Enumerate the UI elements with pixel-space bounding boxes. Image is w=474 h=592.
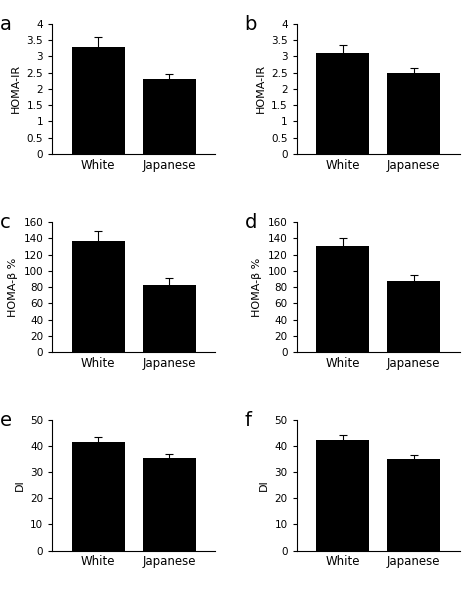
Y-axis label: DI: DI — [14, 480, 25, 491]
Bar — [316, 246, 369, 352]
Text: d: d — [245, 213, 257, 232]
Text: c: c — [0, 213, 11, 232]
Bar — [72, 442, 125, 551]
Bar — [316, 53, 369, 154]
Y-axis label: HOMA-β %: HOMA-β % — [8, 258, 18, 317]
Bar — [316, 440, 369, 551]
Bar — [143, 458, 196, 551]
Bar — [72, 241, 125, 352]
Y-axis label: HOMA-β %: HOMA-β % — [252, 258, 263, 317]
Bar — [387, 73, 440, 154]
Bar — [387, 281, 440, 352]
Bar — [72, 47, 125, 154]
Text: e: e — [0, 411, 12, 430]
Bar — [143, 79, 196, 154]
Bar — [387, 459, 440, 551]
Y-axis label: HOMA-IR: HOMA-IR — [11, 65, 21, 114]
Text: f: f — [245, 411, 252, 430]
Text: a: a — [0, 15, 12, 34]
Y-axis label: HOMA-IR: HOMA-IR — [255, 65, 265, 114]
Text: b: b — [245, 15, 257, 34]
Bar — [143, 285, 196, 352]
Y-axis label: DI: DI — [259, 480, 269, 491]
